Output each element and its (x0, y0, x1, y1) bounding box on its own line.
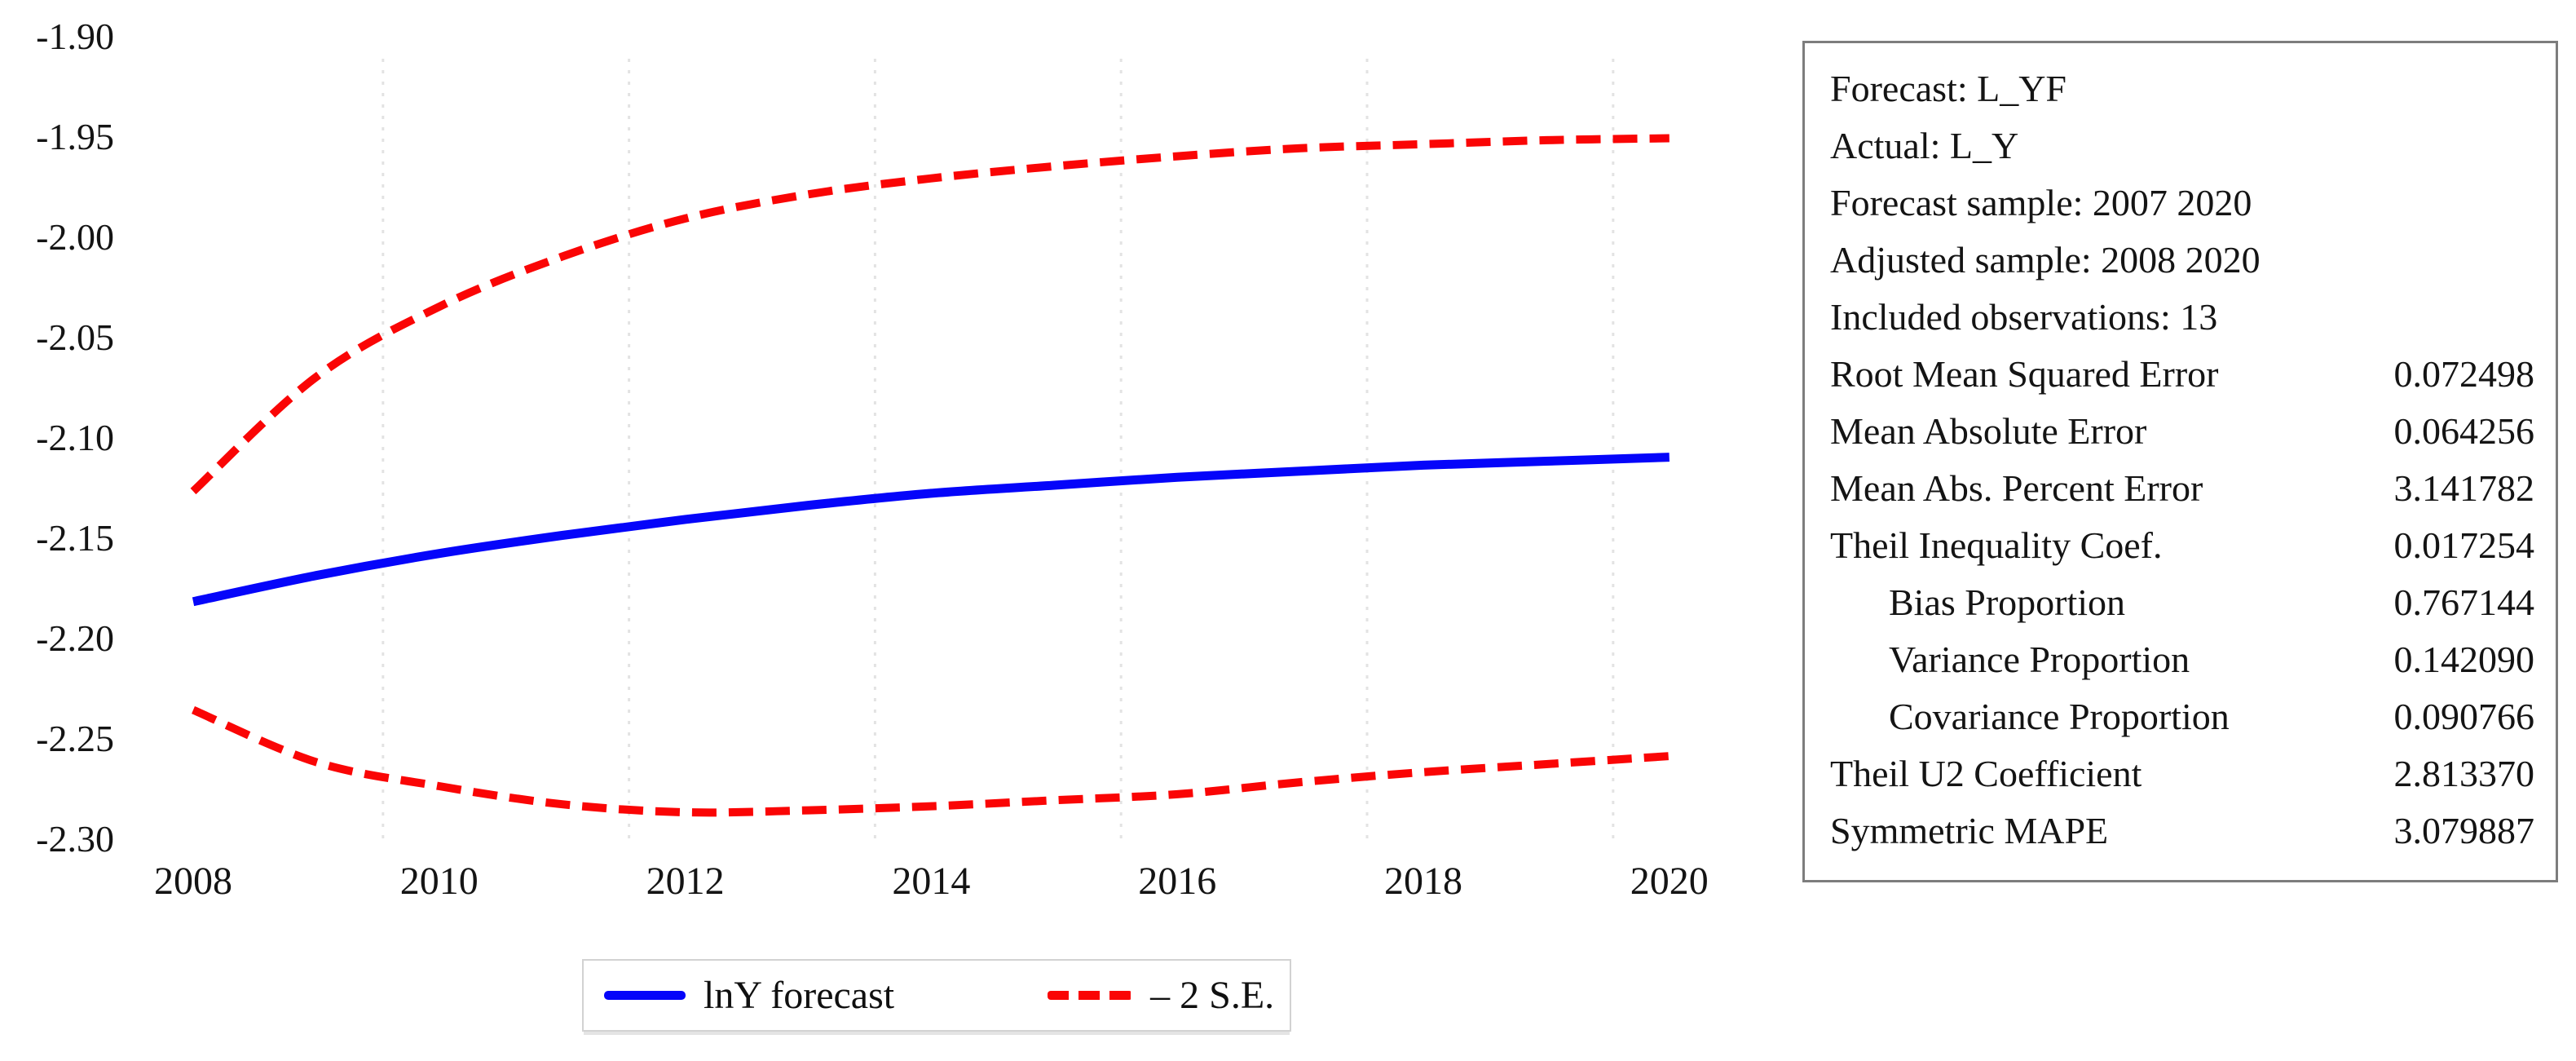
legend-item-forecast: lnY forecast (584, 973, 894, 1018)
stats-metric-row: Mean Abs. Percent Error 3.141782 (1830, 460, 2534, 517)
x-axis-tick-label: 2020 (1630, 860, 1709, 903)
y-axis-tick-label: -2.10 (36, 417, 114, 458)
stats-text: Included observations: 13 (1830, 296, 2218, 338)
x-axis-tick-label: 2008 (154, 860, 232, 903)
metric-value: 3.141782 (2393, 467, 2535, 509)
stats-metric-row: Bias Proportion 0.767144 (1830, 574, 2534, 631)
legend-label-se: – 2 S.E. (1150, 974, 1275, 1017)
forecast-line (192, 453, 1670, 607)
metric-label: Mean Absolute Error (1830, 410, 2147, 452)
stats-metric-row: Symmetric MAPE 3.079887 (1830, 802, 2534, 860)
stats-metric-row: Mean Absolute Error 0.064256 (1830, 403, 2534, 460)
stats-metric-row: Root Mean Squared Error 0.072498 (1830, 346, 2534, 403)
stats-metric-row: Theil Inequality Coef. 0.017254 (1830, 517, 2534, 574)
metric-label: Root Mean Squared Error (1830, 353, 2219, 395)
legend-label-forecast: lnY forecast (704, 974, 895, 1017)
y-axis-tick-label: -2.15 (36, 517, 114, 559)
stats-line: Actual: L_Y (1830, 117, 2534, 175)
stats-text: Actual: L_Y (1830, 125, 2019, 166)
x-axis-tick-label: 2010 (400, 860, 479, 903)
stats-metric-row: Theil U2 Coefficient 2.813370 (1830, 745, 2534, 802)
metric-label: Covariance Proportion (1889, 696, 2230, 737)
stats-line: Forecast: L_YF (1830, 60, 2534, 117)
chart-legend: lnY forecast – 2 S.E. (582, 959, 1291, 1032)
metric-value: 0.090766 (2393, 696, 2535, 737)
red-dashed-line-sample (1048, 991, 1133, 1000)
y-axis-tick-label: -2.05 (36, 316, 114, 358)
stats-text: Forecast sample: 2007 2020 (1830, 182, 2252, 223)
metric-value: 0.064256 (2393, 410, 2535, 452)
stats-metric-row: Covariance Proportion 0.090766 (1830, 688, 2534, 745)
x-axis-tick-label: 2012 (646, 860, 725, 903)
metric-label: Symmetric MAPE (1830, 810, 2109, 851)
forecast-chart: -1.90 -1.95 -2.00 -2.05 -2.10 -2.15 -2.20 -2.25… (36, 15, 1709, 903)
metric-value: 0.072498 (2393, 353, 2535, 395)
metric-value: 2.813370 (2393, 753, 2535, 794)
y-axis-tick-label: -2.20 (36, 617, 114, 659)
x-axis-tick-label: 2016 (1138, 860, 1216, 903)
y-axis-tick-label: -2.00 (36, 216, 114, 258)
legend-item-se: – 2 S.E. (894, 973, 1274, 1018)
metric-label: Theil Inequality Coef. (1830, 524, 2163, 566)
y-axis-tick-label: -1.90 (36, 15, 114, 57)
y-axis-tick-label: -1.95 (36, 116, 114, 157)
forecast-stats-panel: Forecast: L_YF Actual: L_Y Forecast samp… (1802, 41, 2558, 882)
metric-label: Bias Proportion (1889, 581, 2126, 623)
metric-value: 3.079887 (2393, 810, 2535, 851)
metric-label: Theil U2 Coefficient (1830, 753, 2142, 794)
blue-solid-line-sample (604, 991, 686, 1000)
upper-se-line (190, 134, 1670, 495)
metric-value: 0.017254 (2393, 524, 2535, 566)
x-axis-tick-label: 2014 (892, 860, 970, 903)
stats-line: Forecast sample: 2007 2020 (1830, 175, 2534, 232)
x-axis-tick-label: 2018 (1384, 860, 1462, 903)
y-axis-tick-label: -2.30 (36, 818, 114, 860)
metric-value: 0.767144 (2393, 581, 2535, 623)
y-axis-tick-label: -2.25 (36, 718, 114, 759)
stats-text: Forecast: L_YF (1830, 68, 2067, 109)
stats-text: Adjusted sample: 2008 2020 (1830, 239, 2261, 281)
metric-label: Variance Proportion (1889, 639, 2190, 680)
metric-value: 0.142090 (2393, 639, 2535, 680)
stats-line: Adjusted sample: 2008 2020 (1830, 232, 2534, 289)
stats-metric-row: Variance Proportion 0.142090 (1830, 631, 2534, 688)
lower-se-line (192, 705, 1670, 817)
metric-label: Mean Abs. Percent Error (1830, 467, 2203, 509)
stats-line: Included observations: 13 (1830, 289, 2534, 346)
